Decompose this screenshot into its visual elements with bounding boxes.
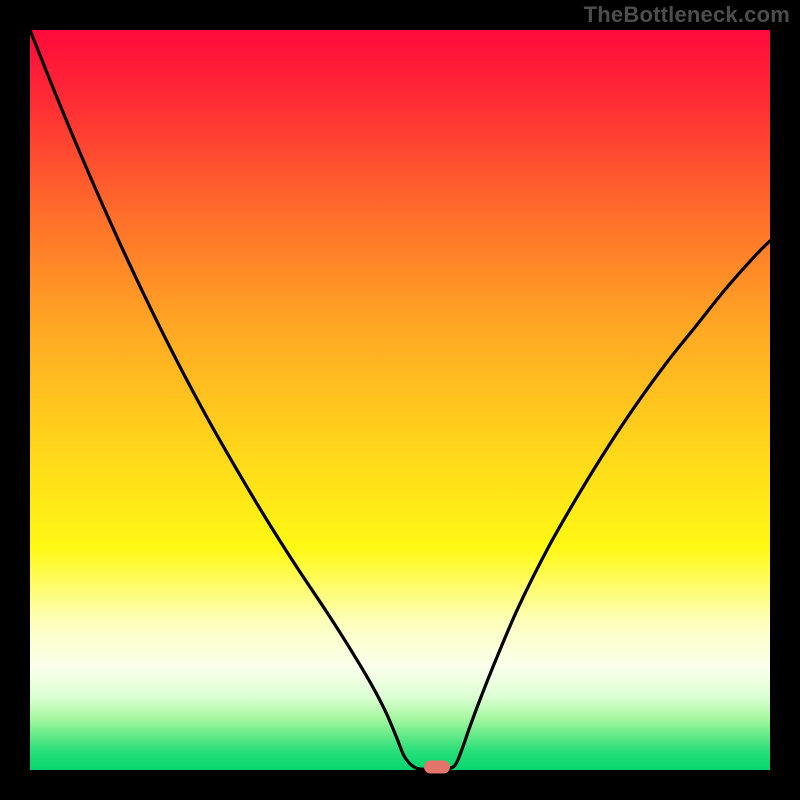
optimal-marker	[424, 761, 450, 774]
plot-area	[30, 30, 770, 770]
watermark-text: TheBottleneck.com	[584, 2, 790, 28]
chart-frame: TheBottleneck.com	[0, 0, 800, 800]
bottleneck-curve	[30, 30, 770, 769]
curve-svg	[30, 30, 770, 770]
